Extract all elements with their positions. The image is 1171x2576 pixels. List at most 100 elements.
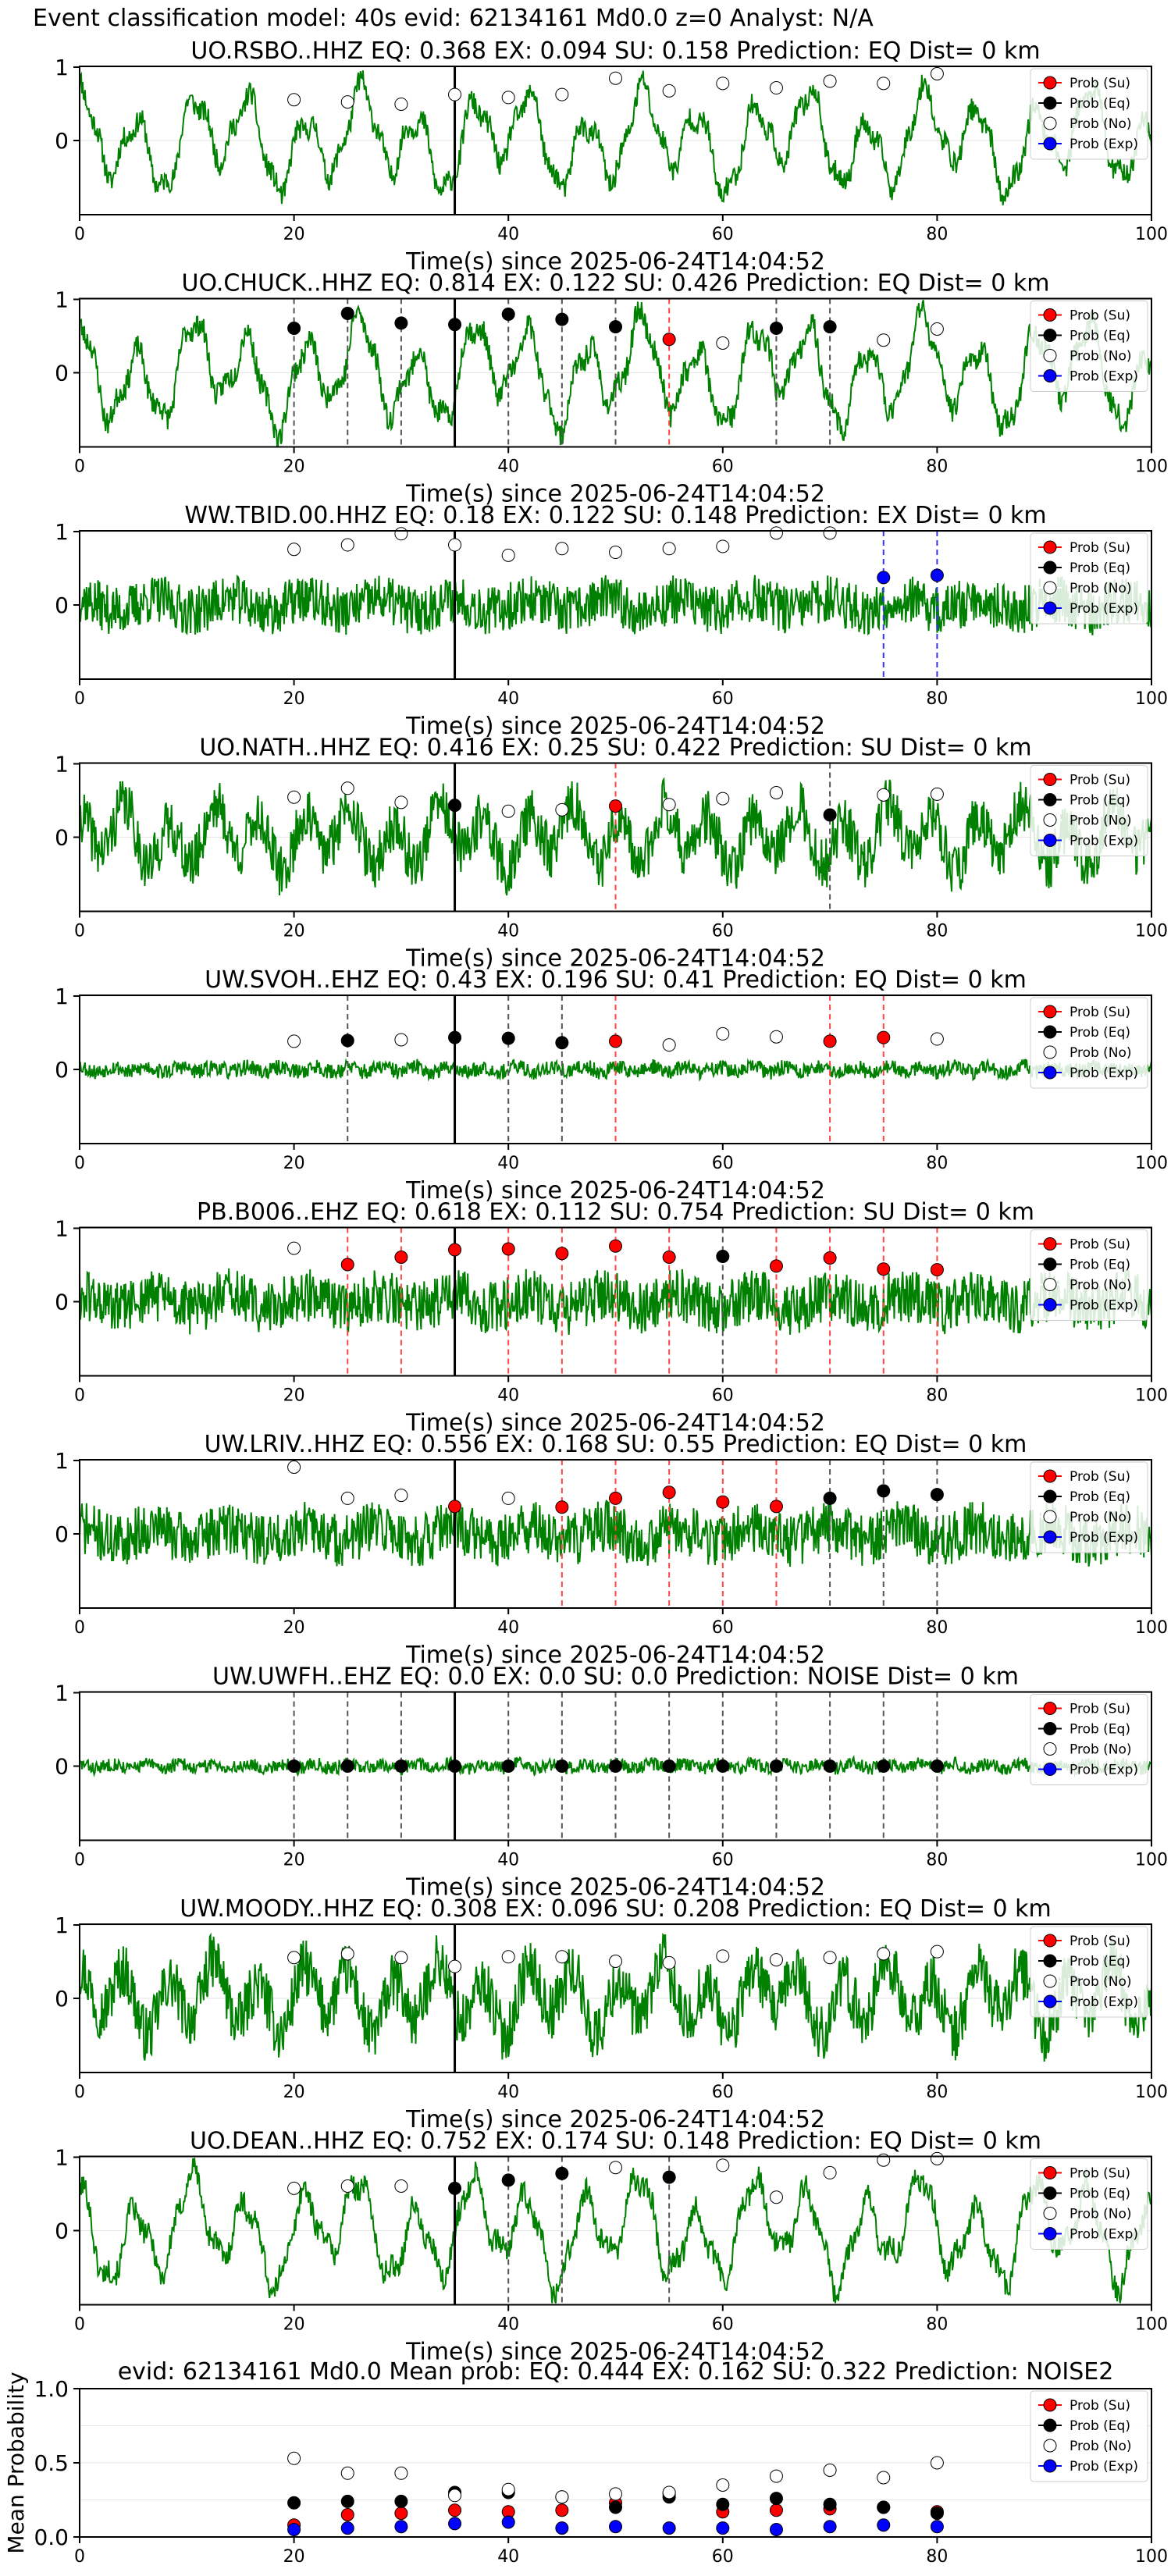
legend-label: Prob (Exp) [1070,1994,1138,2010]
x-tick-label: 0 [74,689,85,709]
legend-marker [1043,1045,1057,1059]
y-tick-label: 0 [55,1754,69,1780]
x-tick-label: 20 [283,1618,305,1638]
panel-title: UW.MOODY..HHZ EQ: 0.308 EX: 0.096 SU: 0.… [180,1895,1052,1923]
x-tick-label: 100 [1135,225,1168,244]
prob-marker-su [823,1034,837,1048]
prob-marker-no [823,74,837,88]
prob-marker-no [287,1951,301,1965]
prob-marker-no [769,81,783,95]
legend-marker [1043,2186,1057,2200]
mean-prob-point [930,2456,944,2470]
legend-frame [1030,68,1148,160]
prob-marker-eq [662,1759,676,1773]
legend-marker [1043,2227,1057,2240]
mean-prob-point [555,2503,569,2517]
y-tick-label: 0.5 [34,2450,69,2476]
legend-marker [1043,540,1057,554]
prob-marker-no [823,1951,837,1965]
prob-marker-no [340,2179,354,2193]
prob-marker-eq [823,1491,837,1505]
station-panel: UW.UWFH..EHZ EQ: 0.0 EX: 0.0 SU: 0.0 Pre… [55,1663,1168,1902]
legend-marker [1043,1258,1057,1271]
figure-title: Event classification model: 40s evid: 62… [33,5,874,32]
legend-label: Prob (Su) [1070,308,1130,324]
panel-legend: Prob (Su) Prob (Eq) Prob (No) Prob (Exp) [1030,532,1148,624]
y-tick-label: 0 [55,592,69,618]
x-tick-label: 60 [712,225,734,244]
prob-marker-no [716,539,730,553]
x-tick-label: 0 [74,2547,85,2567]
prob-marker-eq [287,322,301,335]
legend-marker [1043,1722,1057,1735]
mean-probability-panel: evid: 62134161 Md0.0 Mean prob: EQ: 0.44… [3,2358,1168,2567]
legend-marker [1043,1974,1057,1988]
mean-prob-point [823,2497,837,2511]
legend-frame [1030,2158,1148,2250]
legend-label: Prob (Exp) [1070,2227,1138,2243]
mean-prob-point [340,2508,354,2521]
prob-marker-no [394,2179,408,2193]
legend-marker [1043,1489,1057,1503]
waveform-trace [79,1932,1152,2062]
x-tick-label: 80 [926,2083,948,2102]
prob-marker-no [340,1491,354,1505]
prob-marker-eq [877,1759,891,1773]
legend-marker [1043,116,1057,130]
station-panel: WW.TBID.00.HHZ EQ: 0.18 EX: 0.122 SU: 0.… [55,502,1168,740]
y-tick-label: 0 [55,361,69,386]
x-tick-label: 60 [712,2083,734,2102]
y-axis-label: Mean Probability [3,2371,29,2553]
panel-title: UW.SVOH..EHZ EQ: 0.43 EX: 0.196 SU: 0.41… [205,966,1027,994]
x-tick-label: 100 [1135,1154,1168,1173]
legend-marker [1043,601,1057,615]
legend-label: Prob (Eq) [1070,2186,1130,2202]
prob-marker-no [877,1947,891,1961]
prob-marker-no [609,1955,622,1968]
prob-marker-su [501,1242,515,1256]
prob-marker-no [394,97,408,111]
prob-marker-su [662,333,676,347]
y-tick-label: 1 [55,984,69,1009]
x-tick-label: 100 [1135,457,1168,477]
x-tick-label: 60 [712,1851,734,1870]
mean-prob-point [287,2496,301,2510]
legend-label: Prob (Su) [1070,2398,1130,2414]
x-tick-label: 100 [1135,922,1168,941]
prob-marker-su [555,1247,569,1261]
legend-label: Prob (Eq) [1070,560,1130,576]
prob-marker-no [501,1491,515,1505]
x-tick-label: 20 [283,2315,305,2335]
y-tick-label: 1 [55,55,69,80]
prob-marker-no [287,790,301,804]
x-axis-label: Time(s) since 2025-06-24T14:04:52 [405,2339,825,2366]
mean-prob-point [394,2520,408,2534]
station-panel: UW.LRIV..HHZ EQ: 0.556 EX: 0.168 SU: 0.5… [55,1431,1168,1669]
prob-marker-su [609,799,622,813]
legend-marker [1043,329,1057,342]
prob-marker-no [287,1034,301,1048]
prob-marker-su [609,1239,622,1253]
prob-marker-su [877,1030,891,1044]
y-tick-label: 0 [55,1521,69,1547]
legend-frame [1030,1926,1148,2018]
legend-marker [1043,2166,1057,2179]
prob-marker-no [823,526,837,540]
prob-marker-eq [340,307,354,320]
x-tick-label: 40 [497,457,519,477]
x-tick-label: 0 [74,922,85,941]
mean-prob-point [555,2490,569,2504]
mean-prob-point [769,2503,783,2517]
legend-marker [1043,1702,1057,1715]
legend-label: Prob (No) [1070,1278,1132,1293]
mean-prob-point [501,2515,515,2529]
panel-legend: Prob (Su) Prob (Eq) Prob (No) Prob (Exp) [1030,1461,1148,1553]
legend-marker [1043,1954,1057,1968]
prob-marker-no [930,1032,944,1046]
legend-marker [1043,2439,1057,2453]
legend-marker [1043,1025,1057,1039]
panel-legend: Prob (Su) Prob (Eq) Prob (No) Prob (Exp) [1030,1694,1148,1785]
legend-label: Prob (Su) [1070,1005,1130,1020]
x-tick-label: 40 [497,2547,519,2567]
